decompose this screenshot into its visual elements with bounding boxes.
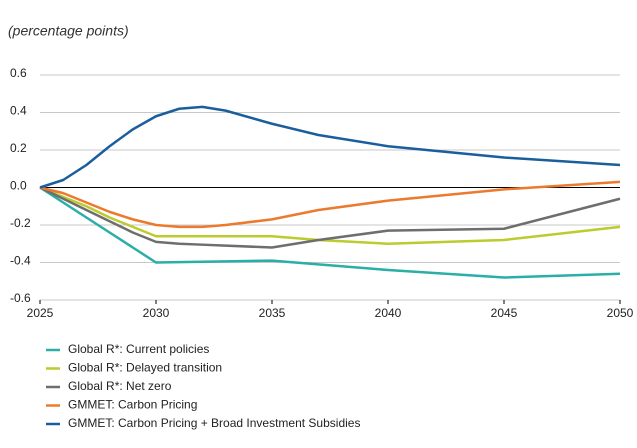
series-line	[39, 105, 621, 189]
legend-label: Global R*: Net zero	[68, 379, 172, 393]
series-line	[39, 186, 621, 249]
x-tick-label: 2035	[259, 306, 286, 320]
legend-label: GMMET: Carbon Pricing + Broad Investment…	[68, 416, 360, 430]
series-line	[39, 180, 621, 229]
y-tick-label: -0.6	[10, 291, 31, 305]
legend-label: Global R*: Current policies	[68, 342, 209, 356]
x-tick-label: 2040	[375, 306, 402, 320]
y-tick-label: 0.0	[10, 179, 27, 193]
y-tick-label: -0.4	[10, 254, 31, 268]
x-tick-label: 2050	[607, 306, 634, 320]
x-tick-label: 2030	[143, 306, 170, 320]
legend-label: GMMET: Carbon Pricing	[68, 398, 197, 412]
y-tick-label: 0.2	[10, 141, 27, 155]
legend-label: Global R*: Delayed transition	[68, 361, 222, 375]
y-tick-label: 0.4	[10, 104, 27, 118]
series-line	[39, 186, 621, 245]
series-line	[39, 186, 621, 279]
x-tick-label: 2045	[491, 306, 518, 320]
y-tick-label: 0.6	[10, 66, 27, 80]
x-tick-label: 2025	[27, 306, 54, 320]
y-tick-label: -0.2	[10, 216, 31, 230]
chart-subtitle: (percentage points)	[8, 23, 129, 39]
